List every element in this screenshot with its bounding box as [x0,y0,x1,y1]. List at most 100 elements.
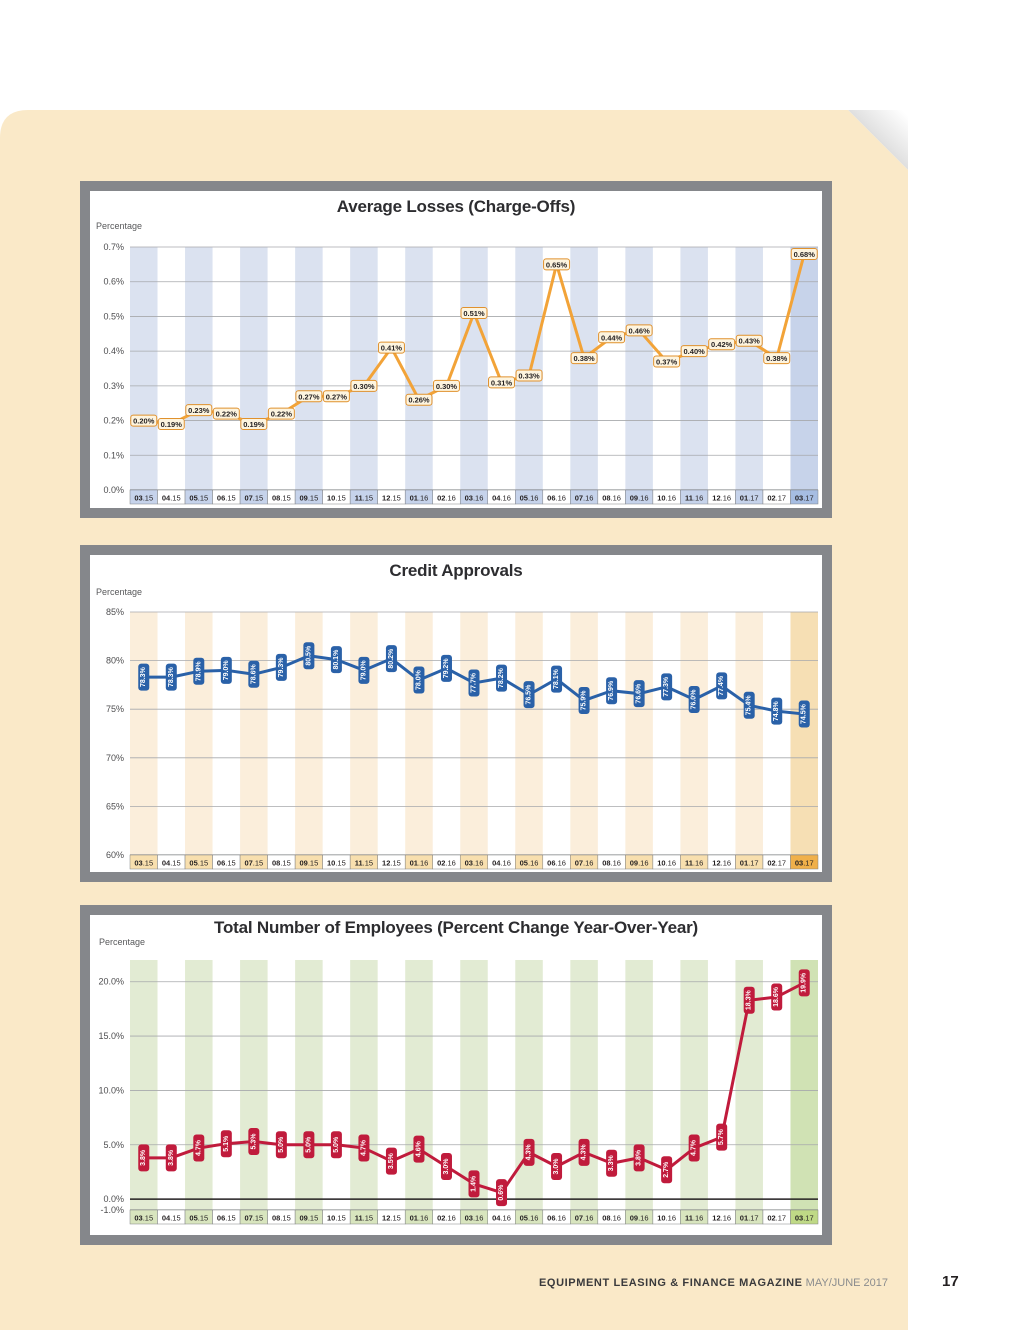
x-axis-label: 08.15 [272,493,291,502]
point-label: 76.5% [526,684,533,705]
y-tick-label: 0.7% [103,242,124,252]
point-label: 0.51% [463,309,485,318]
x-axis-label: 09.16 [630,858,649,867]
point-label-pill [551,665,563,693]
point-label-pill [248,660,260,688]
x-axis-label: 09.15 [299,493,318,502]
x-axis-labels: 03.15 04.15 05.15 06.15 07.15 08.15 09.15 10.15… [129,854,819,870]
point-label-pill [716,1123,728,1151]
point-label: 0.30% [436,382,458,391]
y-tick-label: 70% [106,753,124,763]
x-axis-label: 12.16 [712,858,731,867]
point-label-pill [440,654,452,682]
point-label-pill [138,1144,150,1172]
point-label: 0.27% [326,392,348,401]
point-label: 0.27% [298,392,320,401]
point-label-pill [413,1135,425,1163]
x-axis-label: 11.15 [355,1213,373,1222]
page-footer: EQUIPMENT LEASING & FINANCE MAGAZINE MAY… [0,1277,888,1289]
point-label: 0.43% [739,337,761,346]
x-axis-label: 10.16 [657,493,676,502]
point-label-pill [606,1149,618,1177]
x-axis-label: 10.15 [327,1213,346,1222]
point-label: 78.3% [140,666,147,687]
x-axis-label: 04.16 [492,1213,511,1222]
point-label-pill [496,1179,508,1207]
x-axis-label: 05.16 [520,858,539,867]
x-axis-label: 04.16 [492,858,511,867]
issue-date: MAY/JUNE 2017 [805,1277,888,1289]
x-axis-label: 02.16 [437,493,456,502]
credit-approvals-chart-panel: Credit Approvals Percentage 85% 80% 75% 70%… [80,545,832,882]
point-labels: 0.20% 0.19% 0.23% 0.22% 0.19% 0.22% 0.27% 0.27%… [130,247,818,431]
point-label-pill [578,686,590,714]
point-label: 0.42% [711,340,733,349]
point-label-pill [385,645,397,673]
point-label: 3.5% [388,1152,395,1169]
y-axis-unit-label: Percentage [99,937,146,947]
point-label: 0.46% [628,326,650,335]
point-label: 79.0% [360,660,367,681]
x-axis-label: 02.16 [437,1213,456,1222]
x-axis-label: 11.15 [355,493,373,502]
point-label: 0.23% [188,406,210,415]
y-tick-label: 0.0% [103,485,124,495]
point-label-box [322,390,350,403]
point-label: 0.20% [133,417,155,426]
point-label-pill [385,1147,397,1175]
x-axis-label: 03.15 [134,493,153,502]
x-axis-label: 03.15 [134,858,153,867]
point-label: 0.37% [656,358,678,367]
point-label: 0.6% [498,1184,505,1201]
x-axis-label: 07.15 [244,858,263,867]
x-axis-label: 03.17 [795,493,814,502]
point-label: 18.6% [773,986,780,1007]
point-label: 3.8% [636,1149,643,1166]
x-axis-label: 08.15 [272,858,291,867]
x-axis-label: 07.15 [244,493,263,502]
point-label-pill [523,1138,535,1166]
point-label-pill [771,697,783,725]
y-tick-label: 85% [106,607,124,617]
point-label: 80.2% [388,648,395,669]
x-axis-label: 07.16 [575,858,594,867]
point-label: 78.3% [168,666,175,687]
point-label-box [212,407,240,420]
x-axis-label: 03.16 [465,858,484,867]
point-label-box [543,258,571,271]
average-losses-chart-panel: Average Losses (Charge-Offs) Percentage … [80,181,832,518]
point-label-pill [468,669,480,697]
point-label-box [350,379,378,392]
y-tick-label: 60% [106,850,124,860]
point-label-box [157,418,185,431]
point-label: 5.3% [250,1133,257,1150]
point-label: 79.3% [278,657,285,678]
point-label: 0.33% [518,371,540,380]
point-label: 80.1% [333,649,340,670]
x-axis-label: 09.16 [630,1213,649,1222]
employees-change-chart-panel: Total Number of Employees (Percent Chang… [80,905,832,1245]
point-label-pill [193,657,205,685]
point-label-pill [743,986,755,1014]
point-label: 0.68% [794,250,816,259]
point-label-box [460,306,488,319]
point-label: 0.41% [381,344,403,353]
point-label: 76.9% [608,680,615,701]
y-tick-label: 0.4% [103,346,124,356]
x-axis-label: 06.15 [217,493,236,502]
x-axis-cell [790,1209,819,1225]
y-tick-label: 20.0% [98,977,124,987]
point-label-box [377,341,405,354]
x-axis-label: 03.15 [134,1213,153,1222]
point-label: 77.4% [718,675,725,696]
y-tick-label: 0.3% [103,381,124,391]
column-stripes [130,247,818,490]
point-label: 75.4% [746,695,753,716]
point-label-box [130,414,158,427]
x-axis-label: 11.16 [685,1213,703,1222]
point-label: 0.38% [766,354,788,363]
point-label: 3.0% [443,1158,450,1175]
point-label: 4.3% [526,1144,533,1161]
point-label: 78.9% [195,661,202,682]
point-label-pill [716,672,728,700]
